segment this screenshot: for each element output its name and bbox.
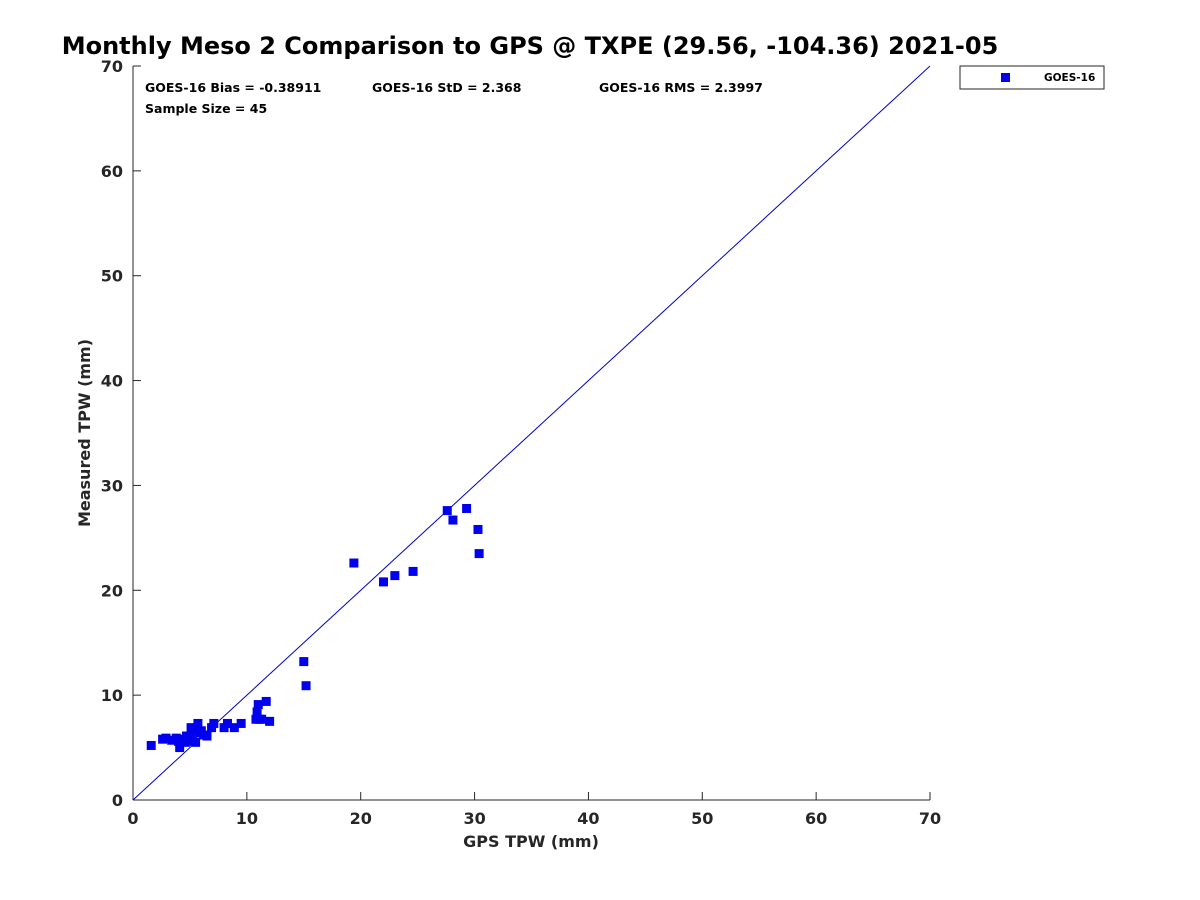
x-tick-label: 10 (236, 809, 258, 828)
data-point (257, 714, 267, 724)
data-point (390, 571, 400, 581)
data-point (175, 743, 185, 753)
one-to-one-reference-line (132, 65, 931, 801)
x-tick-label: 40 (577, 809, 599, 828)
data-point (473, 524, 483, 534)
stat-rms: GOES-16 RMS = 2.3997 (599, 80, 763, 95)
data-point (191, 737, 201, 747)
plot-area: 0 10 20 30 40 50 60 70 0 10 20 30 40 50 60 70 (101, 57, 941, 828)
data-point (301, 681, 311, 691)
data-point (448, 515, 458, 525)
x-tick-label: 0 (127, 809, 138, 828)
y-tick-label: 10 (101, 686, 123, 705)
data-point (209, 718, 219, 728)
y-ticks: 0 10 20 30 40 50 60 70 (101, 57, 141, 810)
data-point (185, 731, 195, 741)
data-point (299, 657, 309, 667)
legend: GOES-16 (959, 65, 1105, 90)
legend-marker (1001, 73, 1010, 82)
data-point (193, 718, 203, 728)
x-tick-label: 30 (463, 809, 485, 828)
stat-bias: GOES-16 Bias = -0.38911 (145, 80, 321, 95)
data-point (265, 716, 275, 726)
data-point (146, 740, 156, 750)
data-point (252, 707, 262, 717)
y-axis-label: Measured TPW (mm) (75, 339, 94, 527)
y-tick-label: 60 (101, 162, 123, 181)
y-tick-label: 50 (101, 267, 123, 286)
x-tick-label: 60 (805, 809, 827, 828)
data-point (253, 700, 263, 710)
data-point (161, 733, 171, 743)
x-tick-label: 70 (919, 809, 941, 828)
legend-box (959, 65, 1105, 90)
data-point (223, 718, 233, 728)
data-point (167, 735, 177, 745)
chart-title: Monthly Meso 2 Comparison to GPS @ TXPE … (62, 32, 999, 60)
x-axis-label: GPS TPW (mm) (463, 832, 599, 851)
y-tick-label: 20 (101, 581, 123, 600)
data-point (229, 723, 239, 733)
stat-sample-size: Sample Size = 45 (145, 101, 267, 116)
y-tick-label: 40 (101, 372, 123, 391)
y-tick-label: 70 (101, 57, 123, 76)
data-point (442, 506, 452, 516)
data-point (202, 731, 212, 741)
data-points (146, 503, 484, 753)
x-tick-label: 50 (691, 809, 713, 828)
data-point (474, 549, 484, 559)
data-point (408, 566, 418, 576)
legend-label: GOES-16 (1044, 72, 1095, 84)
stats-annotations: GOES-16 Bias = -0.38911 GOES-16 StD = 2.… (145, 80, 763, 116)
data-point (261, 696, 271, 706)
x-tick-label: 20 (350, 809, 372, 828)
x-ticks: 0 10 20 30 40 50 60 70 (127, 792, 941, 828)
data-point (236, 718, 246, 728)
data-point (189, 726, 199, 736)
y-tick-label: 0 (112, 791, 123, 810)
data-point (349, 558, 359, 568)
y-tick-label: 30 (101, 476, 123, 495)
stat-std: GOES-16 StD = 2.368 (372, 80, 521, 95)
data-point (462, 503, 472, 513)
data-point (378, 577, 388, 587)
